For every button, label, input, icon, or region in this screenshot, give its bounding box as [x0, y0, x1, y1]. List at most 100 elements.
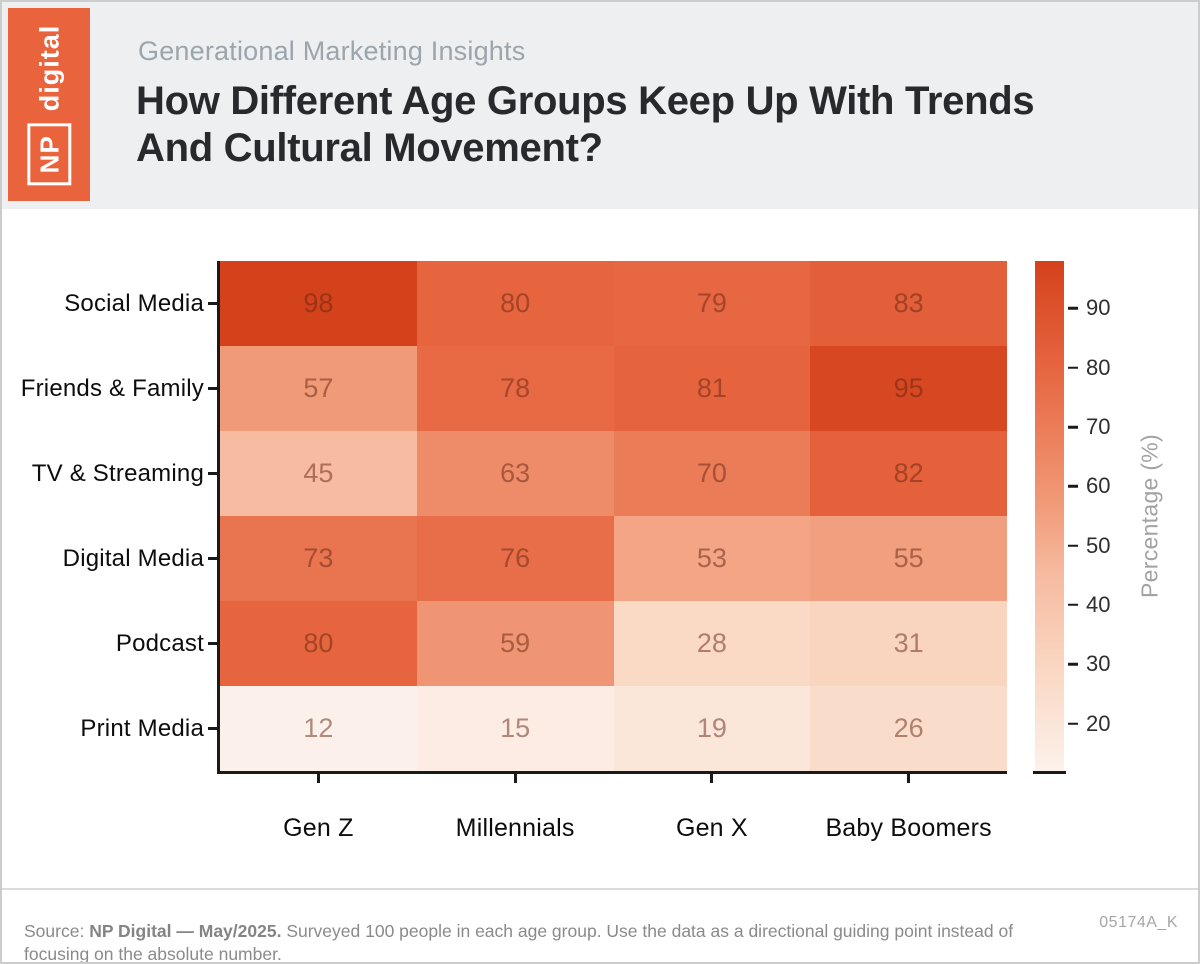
y-axis-tick	[208, 642, 217, 645]
heatmap-cell: 70	[613, 431, 811, 516]
heatmap-cell: 59	[416, 601, 614, 686]
colorbar-tick	[1068, 425, 1078, 429]
colorbar-tick-label: 50	[1086, 532, 1111, 558]
cell-value: 45	[303, 458, 334, 488]
y-axis-label: Social Media	[64, 289, 204, 317]
heatmap-cell: 95	[810, 346, 1007, 431]
cell-value: 78	[500, 373, 531, 403]
logo-np-mark: NP	[27, 122, 71, 185]
colorbar-tick	[1068, 307, 1078, 310]
colorbar-bottom-spine	[1033, 771, 1066, 774]
cell-value: 19	[696, 713, 727, 743]
cell-value: 53	[696, 543, 727, 573]
cell-value: 81	[696, 373, 727, 403]
x-axis-tick	[513, 771, 517, 783]
cell-value: 95	[893, 373, 924, 403]
colorbar-tick-label: 60	[1086, 473, 1111, 499]
footer-source-note: Surveyed 100 people in each age group. U…	[24, 920, 1014, 964]
heatmap-cell: 12	[220, 686, 417, 771]
colorbar-tick-label: 70	[1086, 414, 1111, 440]
cell-value: 83	[893, 288, 924, 318]
cell-value: 15	[500, 713, 531, 743]
y-axis-spine	[217, 261, 220, 774]
cell-value: 80	[500, 288, 531, 318]
cell-value: 26	[893, 713, 924, 743]
colorbar-tick-label: 90	[1086, 295, 1111, 321]
heatmap-cell: 82	[810, 431, 1007, 516]
heatmap-cell: 98	[220, 261, 417, 346]
cell-value: 31	[893, 628, 924, 658]
x-axis-label: Millennials	[455, 814, 575, 842]
x-axis-spine	[217, 771, 1007, 774]
heatmap-cell: 31	[810, 601, 1007, 686]
x-axis-label: Baby Boomers	[825, 814, 992, 842]
heatmap-cell: 78	[416, 346, 614, 431]
cell-value: 98	[303, 288, 334, 318]
heatmap-cell: 57	[220, 346, 417, 431]
y-axis-tick	[208, 302, 217, 305]
colorbar-tick	[1068, 603, 1078, 607]
cell-value: 73	[303, 543, 334, 573]
heatmap-cell: 81	[613, 346, 811, 431]
heatmap-cell: 63	[416, 431, 614, 516]
colorbar-tick-label: 40	[1086, 591, 1111, 617]
header-band: Generational Marketing Insights How Diff…	[2, 2, 1198, 209]
colorbar-tick	[1068, 366, 1078, 369]
cell-value: 12	[303, 713, 334, 743]
heatmap-cell: 76	[416, 516, 614, 601]
heatmap-grid: 98 80 79 83 57 78 81 95 45 63 70 82 73 76 53 55 80 59 28 31…	[220, 261, 1007, 771]
colorbar-tick-label: 20	[1086, 710, 1111, 736]
heatmap-cell: 26	[810, 686, 1007, 771]
y-axis-tick	[208, 472, 217, 475]
cell-value: 79	[696, 288, 727, 318]
cell-value: 28	[696, 628, 727, 658]
heatmap-cell: 28	[613, 601, 811, 686]
y-axis-label: Podcast	[115, 629, 204, 657]
page-title: How Different Age Groups Keep Up With Tr…	[136, 78, 1156, 172]
heatmap-cell: 80	[416, 261, 614, 346]
cell-value: 57	[303, 373, 334, 403]
eyebrow-subtitle: Generational Marketing Insights	[138, 36, 526, 66]
heatmap-cell: 45	[220, 431, 417, 516]
colorbar-tick	[1068, 663, 1078, 666]
y-axis-tick	[208, 387, 217, 390]
y-axis-tick	[208, 557, 217, 560]
colorbar-axis-label: Percentage (%)	[1136, 434, 1163, 598]
heatmap-cell: 53	[613, 516, 811, 601]
heatmap-cell: 15	[416, 686, 614, 771]
page-title-line2: And Cultural Movement?	[136, 126, 603, 170]
cell-value: 59	[500, 628, 531, 658]
footer-source-citation: NP Digital — May/2025.	[89, 920, 282, 941]
x-axis-tick	[316, 771, 320, 783]
x-axis-label: Gen Z	[283, 814, 354, 842]
x-axis-tick	[907, 771, 911, 783]
colorbar-tick	[1068, 722, 1078, 725]
footer-reference-code: 05174A_K	[1099, 914, 1178, 931]
heatmap-cell: 83	[810, 261, 1007, 346]
heatmap-cell: 79	[613, 261, 811, 346]
cell-value: 76	[500, 543, 531, 573]
y-axis-tick	[208, 727, 217, 730]
y-axis-label: Print Media	[80, 714, 204, 742]
colorbar-tick	[1068, 485, 1078, 488]
footer-source: Source: NP Digital — May/2025. Surveyed …	[24, 920, 1079, 964]
logo-digital-wordmark: digital	[33, 24, 64, 111]
colorbar-tick	[1068, 544, 1078, 547]
heatmap-cell: 55	[810, 516, 1007, 601]
heatmap-cell: 80	[220, 601, 417, 686]
x-axis-tick	[710, 771, 714, 783]
heatmap-cell: 73	[220, 516, 417, 601]
colorbar-tick-label: 30	[1086, 651, 1111, 677]
x-axis-label: Gen X	[675, 814, 748, 842]
y-axis-label: Friends & Family	[20, 374, 204, 402]
y-axis-label: Digital Media	[62, 544, 204, 572]
cell-value: 63	[500, 458, 531, 488]
cell-value: 70	[696, 458, 727, 488]
heatmap-cell: 19	[613, 686, 811, 771]
footer-divider	[2, 888, 1198, 890]
np-digital-logo-lockup: NP digital	[27, 24, 71, 185]
np-digital-logo: NP digital	[8, 8, 90, 201]
colorbar	[1035, 261, 1064, 771]
y-axis-label: TV & Streaming	[31, 459, 204, 487]
